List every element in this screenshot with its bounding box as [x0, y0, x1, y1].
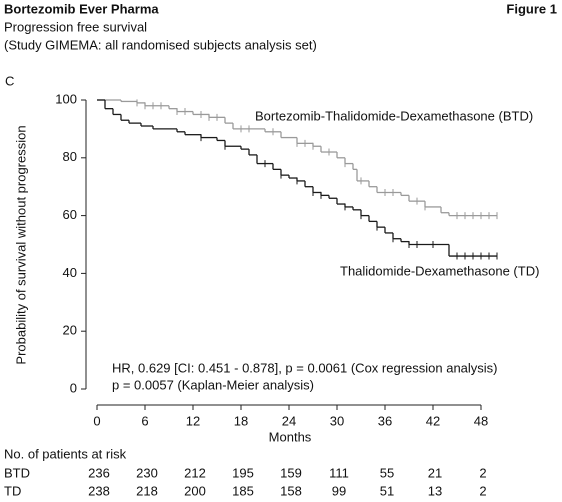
risk-row-label: BTD — [4, 465, 30, 480]
risk-value: 13 — [428, 483, 442, 498]
x-tick-label: 48 — [474, 413, 488, 428]
risk-value: 212 — [184, 465, 206, 480]
x-tick-label: 30 — [330, 413, 344, 428]
x-tick-label: 36 — [378, 413, 392, 428]
x-tick-label: 42 — [426, 413, 440, 428]
x-tick-label: 0 — [93, 413, 100, 428]
risk-value: 51 — [380, 483, 394, 498]
y-tick-label: 100 — [55, 91, 77, 106]
risk-value: 159 — [280, 465, 302, 480]
risk-value: 238 — [88, 483, 110, 498]
panel-label: C — [5, 73, 14, 88]
subtitle: (Study GIMEMA: all randomised subjects a… — [4, 37, 317, 52]
annotation: p = 0.0057 (Kaplan-Meier analysis) — [112, 377, 314, 392]
x-tick-label: 6 — [141, 413, 148, 428]
risk-value: 55 — [380, 465, 394, 480]
y-axis-label: Probability of survival without progress… — [13, 125, 28, 364]
x-tick-label: 24 — [282, 413, 296, 428]
figure-label: Figure 1 — [506, 1, 557, 16]
y-tick-label: 40 — [63, 265, 77, 280]
x-axis-label: Months — [269, 429, 312, 444]
risk-value: 200 — [184, 483, 206, 498]
risk-value: 2 — [479, 465, 486, 480]
risk-value: 230 — [136, 465, 158, 480]
risk-value: 158 — [280, 483, 302, 498]
annotation: HR, 0.629 [CI: 0.451 - 0.878], p = 0.006… — [112, 360, 498, 375]
y-tick-label: 20 — [63, 323, 77, 338]
risk-value: 111 — [329, 465, 349, 480]
risk-value: 195 — [232, 465, 254, 480]
y-tick-label: 0 — [70, 380, 77, 395]
risk-value: 218 — [136, 483, 158, 498]
series-label: Thalidomide-Dexamethasone (TD) — [340, 263, 539, 278]
risk-row-label: TD — [4, 483, 21, 498]
x-tick-label: 18 — [234, 413, 248, 428]
risk-value: 21 — [428, 465, 442, 480]
risk-value: 236 — [88, 465, 110, 480]
risk-table-title: No. of patients at risk — [4, 446, 127, 461]
x-tick-label: 12 — [186, 413, 200, 428]
y-tick-label: 60 — [63, 207, 77, 222]
risk-value: 99 — [332, 483, 346, 498]
subtitle: Progression free survival — [4, 19, 147, 34]
y-tick-label: 80 — [63, 149, 77, 164]
series-label: Bortezomib-Thalidomide-Dexamethasone (BT… — [255, 108, 533, 123]
risk-value: 2 — [479, 483, 486, 498]
risk-value: 185 — [232, 483, 254, 498]
chart-title: Bortezomib Ever Pharma — [4, 1, 159, 16]
